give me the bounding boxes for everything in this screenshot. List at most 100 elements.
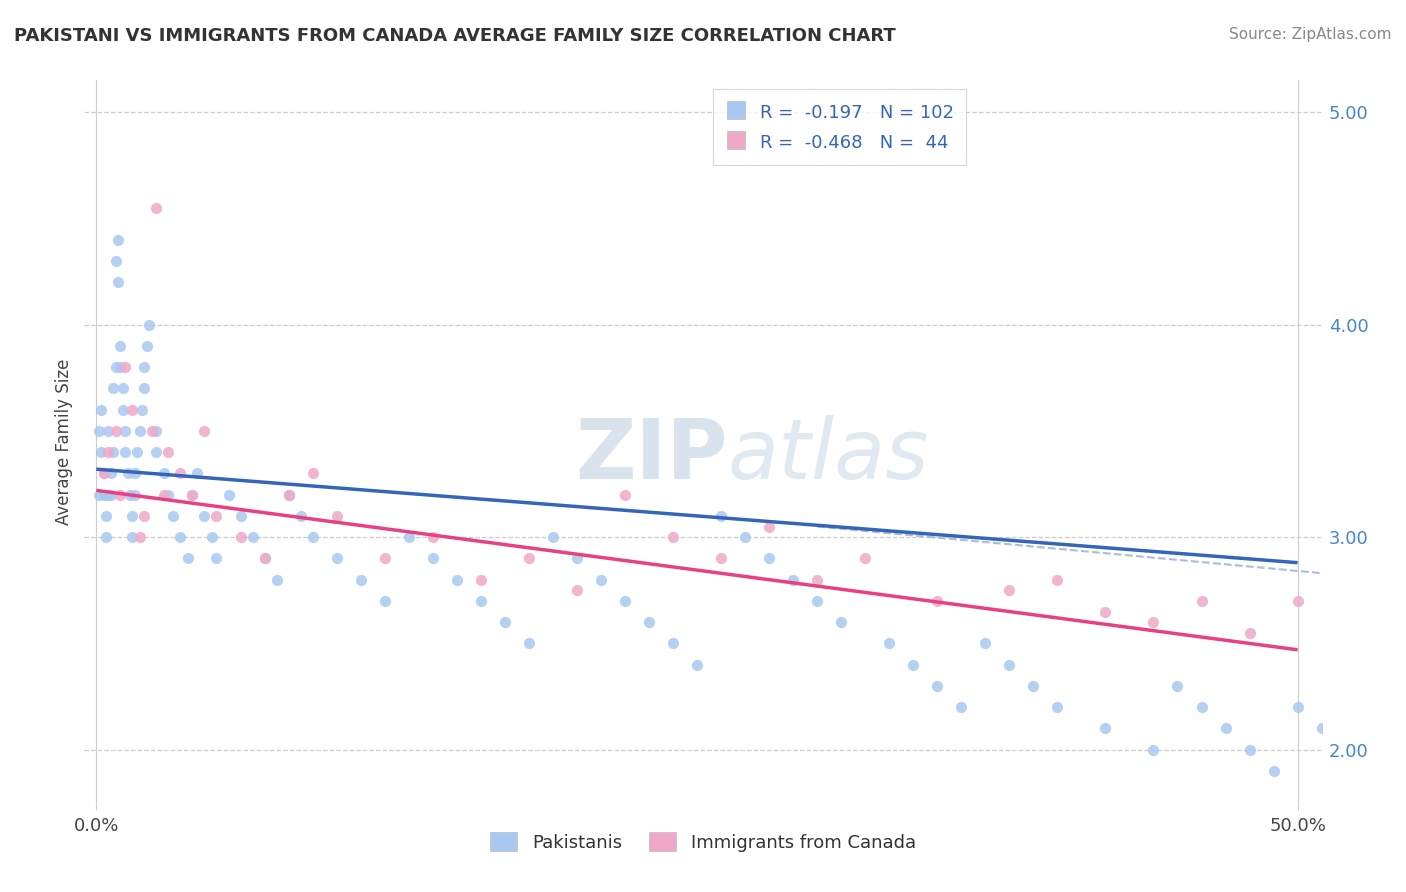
Point: [950, 700, 973, 714]
Point: [710, 551, 733, 566]
Point: [1263, 764, 1285, 778]
Text: Source: ZipAtlas.com: Source: ZipAtlas.com: [1229, 27, 1392, 42]
Point: [998, 583, 1021, 598]
Point: [782, 573, 804, 587]
Point: [134, 508, 156, 523]
Point: [181, 488, 204, 502]
Point: [176, 551, 198, 566]
Point: [93, 467, 115, 481]
Point: [1382, 615, 1405, 630]
Point: [662, 530, 685, 544]
Point: [494, 615, 516, 630]
Text: ZIP: ZIP: [575, 416, 728, 497]
Point: [97, 445, 120, 459]
Point: [350, 573, 373, 587]
Point: [1166, 679, 1188, 693]
Point: [186, 467, 208, 481]
Point: [565, 583, 588, 598]
Point: [104, 254, 127, 268]
Point: [229, 508, 252, 523]
Point: [218, 488, 240, 502]
Point: [152, 467, 174, 481]
Point: [104, 424, 127, 438]
Point: [1382, 785, 1405, 799]
Point: [277, 488, 299, 502]
Point: [135, 339, 157, 353]
Point: [974, 636, 997, 650]
Point: [90, 445, 112, 459]
Point: [1310, 722, 1333, 736]
Point: [422, 530, 444, 544]
Point: [162, 508, 184, 523]
Point: [710, 508, 733, 523]
Point: [734, 530, 756, 544]
Point: [111, 402, 134, 417]
Point: [114, 445, 136, 459]
Point: [97, 488, 120, 502]
Point: [301, 467, 323, 481]
Point: [398, 530, 420, 544]
Point: [201, 530, 224, 544]
Point: [103, 381, 125, 395]
Legend: Pakistanis, Immigrants from Canada: Pakistanis, Immigrants from Canada: [484, 825, 922, 859]
Point: [853, 551, 876, 566]
Point: [1239, 742, 1261, 756]
Point: [1142, 615, 1164, 630]
Point: [134, 360, 156, 375]
Point: [927, 679, 949, 693]
Point: [290, 508, 312, 523]
Point: [242, 530, 264, 544]
Point: [301, 530, 323, 544]
Point: [470, 594, 492, 608]
Point: [1191, 700, 1213, 714]
Point: [138, 318, 160, 332]
Point: [1358, 764, 1381, 778]
Point: [114, 424, 136, 438]
Point: [107, 233, 129, 247]
Point: [253, 551, 276, 566]
Text: atlas: atlas: [728, 416, 929, 497]
Point: [127, 445, 149, 459]
Text: PAKISTANI VS IMMIGRANTS FROM CANADA AVERAGE FAMILY SIZE CORRELATION CHART: PAKISTANI VS IMMIGRANTS FROM CANADA AVER…: [14, 27, 896, 45]
Point: [128, 530, 150, 544]
Point: [1286, 594, 1309, 608]
Point: [1046, 573, 1069, 587]
Point: [124, 467, 146, 481]
Point: [90, 402, 112, 417]
Point: [565, 551, 588, 566]
Point: [205, 508, 228, 523]
Point: [325, 551, 347, 566]
Point: [205, 551, 228, 566]
Point: [877, 636, 900, 650]
Point: [145, 424, 167, 438]
Point: [152, 488, 174, 502]
Point: [374, 594, 396, 608]
Point: [446, 573, 468, 587]
Point: [134, 381, 156, 395]
Point: [1191, 594, 1213, 608]
Point: [1046, 700, 1069, 714]
Point: [121, 530, 143, 544]
Point: [103, 445, 125, 459]
Point: [422, 551, 444, 566]
Point: [145, 201, 167, 215]
Point: [613, 488, 636, 502]
Point: [541, 530, 564, 544]
Point: [118, 488, 141, 502]
Point: [806, 594, 828, 608]
Point: [169, 467, 191, 481]
Point: [111, 381, 134, 395]
Point: [94, 530, 117, 544]
Point: [157, 488, 180, 502]
Point: [193, 508, 215, 523]
Point: [325, 508, 347, 523]
Point: [114, 360, 136, 375]
Point: [104, 360, 127, 375]
Point: [517, 636, 540, 650]
Point: [830, 615, 852, 630]
Point: [157, 445, 180, 459]
Point: [613, 594, 636, 608]
Point: [93, 488, 115, 502]
Point: [266, 573, 288, 587]
Point: [806, 573, 828, 587]
